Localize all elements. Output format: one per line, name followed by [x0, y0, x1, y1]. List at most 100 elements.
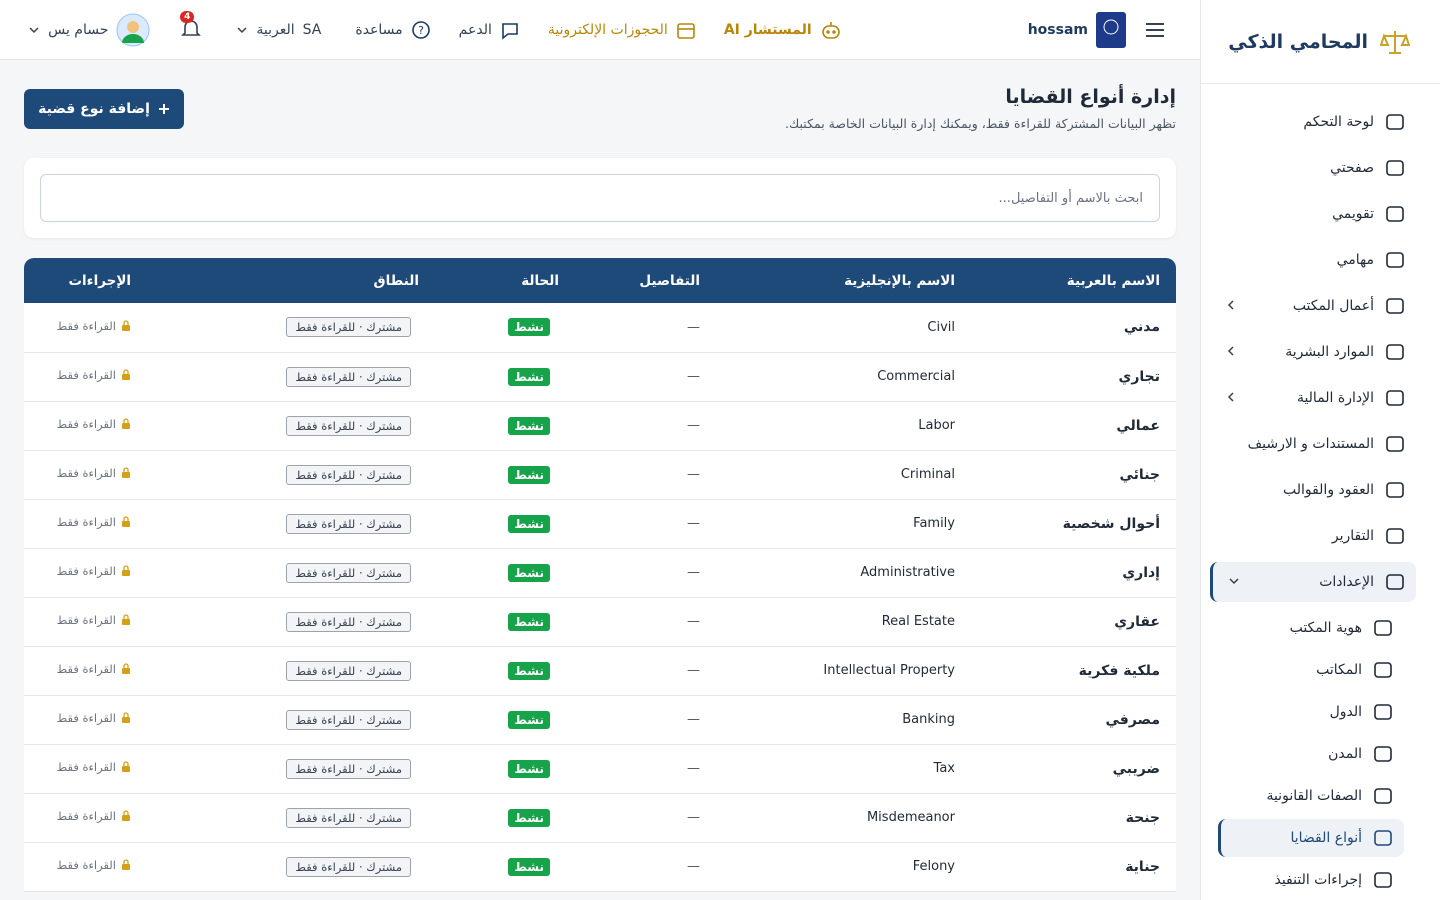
- profile[interactable]: حسام يس: [28, 13, 150, 47]
- details: —: [575, 499, 716, 549]
- menu-item[interactable]: الإعدادات: [1210, 562, 1416, 602]
- menu-label: الإدارة المالية: [1296, 390, 1374, 406]
- menu-label: العقود والقوالب: [1282, 482, 1374, 498]
- search-input[interactable]: ابحث بالاسم أو التفاصيل...: [40, 174, 1160, 222]
- menu-item[interactable]: تقويمي: [1210, 194, 1416, 234]
- support[interactable]: الدعم: [459, 20, 520, 40]
- menu-toggle[interactable]: [1144, 21, 1166, 39]
- details: —: [575, 450, 716, 500]
- actions-cell: القراءة فقط: [24, 548, 147, 598]
- calendar-icon: [677, 22, 695, 39]
- menu-icon: [1386, 252, 1404, 268]
- submenu-label: هوية المكتب: [1289, 620, 1362, 636]
- read-only-label: القراءة فقط: [56, 809, 116, 823]
- ai-advisor[interactable]: المستشار AI: [724, 20, 842, 40]
- submenu-item[interactable]: إجراءات التنفيذ: [1218, 861, 1404, 899]
- submenu-item[interactable]: الصفات القانونية: [1218, 777, 1404, 815]
- read-only-label: القراءة فقط: [56, 711, 116, 725]
- menu-item[interactable]: مهامي: [1210, 240, 1416, 280]
- column-header: الإجراءات: [24, 258, 147, 303]
- arabic-name: عقاري: [971, 597, 1176, 647]
- scope-badge: مشترك · للقراءة فقط: [286, 513, 411, 534]
- language-label: العربية: [256, 21, 295, 38]
- submenu-item[interactable]: المدن: [1218, 735, 1404, 773]
- menu-icon: [1386, 528, 1404, 544]
- add-button[interactable]: إضافة نوع قضية: [24, 89, 184, 129]
- submenu-item[interactable]: الدول: [1218, 693, 1404, 731]
- column-header: الحالة: [435, 258, 575, 303]
- help[interactable]: ? مساعدة: [355, 20, 430, 40]
- table-row: جناية Felony — نشط مشترك · للقراءة فقط القراء…: [24, 842, 1176, 892]
- sidebar: المحامي الذكي لوحة التحكم صفحتي تقويمي مهام…: [1200, 0, 1440, 900]
- menu-item[interactable]: المستندات و الارشيف: [1210, 424, 1416, 464]
- arabic-name: جناية: [971, 842, 1176, 892]
- status-cell: نشط: [435, 597, 575, 647]
- account[interactable]: hossam: [1027, 11, 1126, 48]
- menu-item[interactable]: التقارير: [1210, 516, 1416, 556]
- lock-icon: [122, 369, 130, 380]
- scope-badge: مشترك · للقراءة فقط: [286, 660, 411, 681]
- menu-item[interactable]: لوحة التحكم: [1210, 102, 1416, 142]
- actions-cell: القراءة فقط: [24, 793, 147, 843]
- help-icon: ?: [411, 20, 430, 39]
- search-placeholder: ابحث بالاسم أو التفاصيل...: [998, 190, 1143, 206]
- notifications[interactable]: 4: [180, 10, 202, 43]
- submenu-item[interactable]: أنواع القضايا: [1218, 819, 1404, 857]
- status-badge: نشط: [508, 416, 550, 435]
- scope-badge: مشترك · للقراءة فقط: [286, 317, 411, 338]
- read-only-label: القراءة فقط: [56, 564, 116, 578]
- language[interactable]: SA العربية: [236, 22, 321, 38]
- username: hossam: [1027, 21, 1088, 38]
- english-name: Family: [716, 499, 971, 549]
- scope-badge: مشترك · للقراءة فقط: [286, 562, 411, 583]
- menu-item[interactable]: صفحتي: [1210, 148, 1416, 188]
- avatar: [116, 13, 150, 46]
- bookings-label: الحجوزات الإلكترونية: [547, 21, 668, 38]
- scope-badge: مشترك · للقراءة فقط: [286, 709, 411, 730]
- ai-label: المستشار AI: [723, 21, 812, 38]
- add-label: إضافة نوع قضية: [38, 101, 150, 117]
- arabic-name: إداري: [971, 548, 1176, 598]
- scope-badge: مشترك · للقراءة فقط: [286, 366, 411, 387]
- arabic-name: مدني: [971, 303, 1176, 353]
- status-badge: نشط: [508, 808, 550, 827]
- menu-item[interactable]: أعمال المكتب: [1210, 286, 1416, 326]
- english-name: Banking: [716, 695, 971, 745]
- details: —: [575, 793, 716, 843]
- bookings[interactable]: الحجوزات الإلكترونية: [548, 20, 696, 40]
- status-badge: نشط: [508, 710, 550, 729]
- topbar: hossam المستشار AI الحجوزات الإلكترونية …: [0, 0, 1200, 60]
- office-logo: [1096, 11, 1126, 48]
- submenu-item[interactable]: هوية المكتب: [1218, 609, 1404, 647]
- status-cell: نشط: [435, 450, 575, 500]
- status-badge: نشط: [508, 661, 550, 680]
- english-name: Tax: [716, 744, 971, 794]
- help-label: مساعدة: [355, 21, 403, 38]
- english-name: Civil: [716, 303, 971, 353]
- menu-item[interactable]: الموارد البشرية: [1210, 332, 1416, 372]
- menu-item[interactable]: الإدارة المالية: [1210, 378, 1416, 418]
- chevron: [1227, 392, 1234, 402]
- column-header: الاسم بالعربية: [971, 258, 1176, 303]
- status-badge: نشط: [508, 612, 550, 631]
- read-only: القراءة فقط: [57, 711, 131, 725]
- actions-cell: القراءة فقط: [24, 646, 147, 696]
- english-name: Misdemeanor: [716, 793, 971, 843]
- actions-cell: القراءة فقط: [24, 352, 147, 402]
- submenu-label: أنواع القضايا: [1290, 830, 1362, 846]
- brand[interactable]: المحامي الذكي: [1201, 0, 1440, 84]
- read-only: القراءة فقط: [57, 564, 131, 578]
- menu-icon: [1386, 298, 1404, 314]
- menu-icon: [1374, 620, 1392, 636]
- page-subtitle: تظهر البيانات المشتركة للقراءة فقط، ويمك…: [785, 116, 1176, 131]
- submenu-item[interactable]: المكاتب: [1218, 651, 1404, 689]
- table-row: مصرفي Banking — نشط مشترك · للقراءة فقط القرا…: [24, 695, 1176, 745]
- menu-item[interactable]: العقود والقوالب: [1210, 470, 1416, 510]
- submenu-label: الصفات القانونية: [1266, 788, 1362, 804]
- menu-label: صفحتي: [1330, 160, 1374, 176]
- lock-icon: [122, 565, 130, 576]
- scope-badge: مشترك · للقراءة فقط: [286, 611, 411, 632]
- english-name: Intellectual Property: [716, 646, 971, 696]
- menu-label: المستندات و الارشيف: [1247, 436, 1374, 452]
